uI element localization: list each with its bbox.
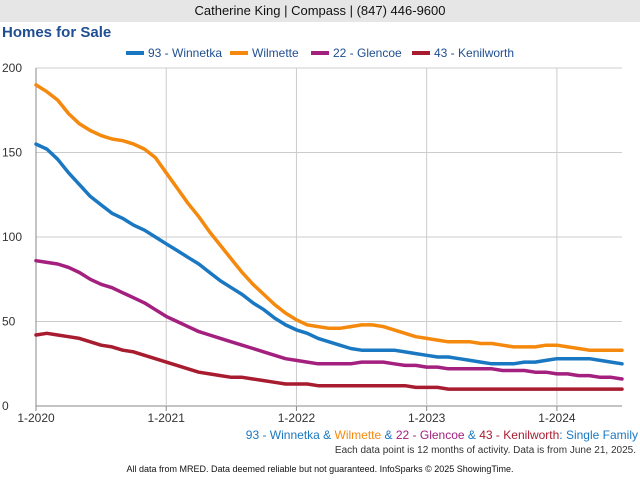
chart-title: Homes for Sale [2,24,112,41]
y-axis: 0 50 100 150 200 [2,61,37,413]
x-tick-label: 1-2023 [408,411,446,425]
legend: 93 - Winnetka Wilmette 22 - Glencoe 43 - Ke… [126,46,514,60]
series-line [34,142,624,366]
caption-segment: & [381,428,396,442]
caption-source: All data from MRED. Data deemed reliable… [126,464,514,474]
y-tick-label: 0 [2,399,9,413]
y-tick-label: 50 [2,315,16,329]
y-tick-label: 200 [2,61,22,75]
y-tick-label: 150 [2,146,22,160]
legend-label: 22 - Glencoe [333,46,402,60]
caption-segment: & [319,428,335,442]
series-line [34,83,624,352]
caption-segment: : Single Family [559,428,638,442]
series-lines [34,83,624,391]
caption-segment: & [464,428,480,442]
legend-label: 93 - Winnetka [148,46,222,60]
x-tick-label: 1-2022 [278,411,316,425]
caption-segment: 22 - Glencoe [395,428,465,442]
series-line [34,258,624,381]
header-bar: Catherine King | Compass | (847) 446-960… [0,0,640,22]
caption-segment: 43 - Kenilworth [479,428,560,442]
caption-segment: 93 - Winnetka [245,428,320,442]
header-text: Catherine King | Compass | (847) 446-960… [194,3,446,18]
legend-label: 43 - Kenilworth [434,46,514,60]
x-tick-label: 1-2021 [148,411,186,425]
legend-label: Wilmette [252,46,299,60]
caption-series: 93 - Winnetka & Wilmette & 22 - Glencoe … [246,428,638,442]
x-tick-label: 1-2024 [538,411,576,425]
grid [35,67,622,407]
x-tick-label: 1-2020 [17,411,55,425]
caption-segment: Wilmette [334,428,382,442]
y-tick-label: 100 [2,230,22,244]
caption-note: Each data point is 12 months of activity… [334,445,636,456]
series-line [34,331,624,391]
